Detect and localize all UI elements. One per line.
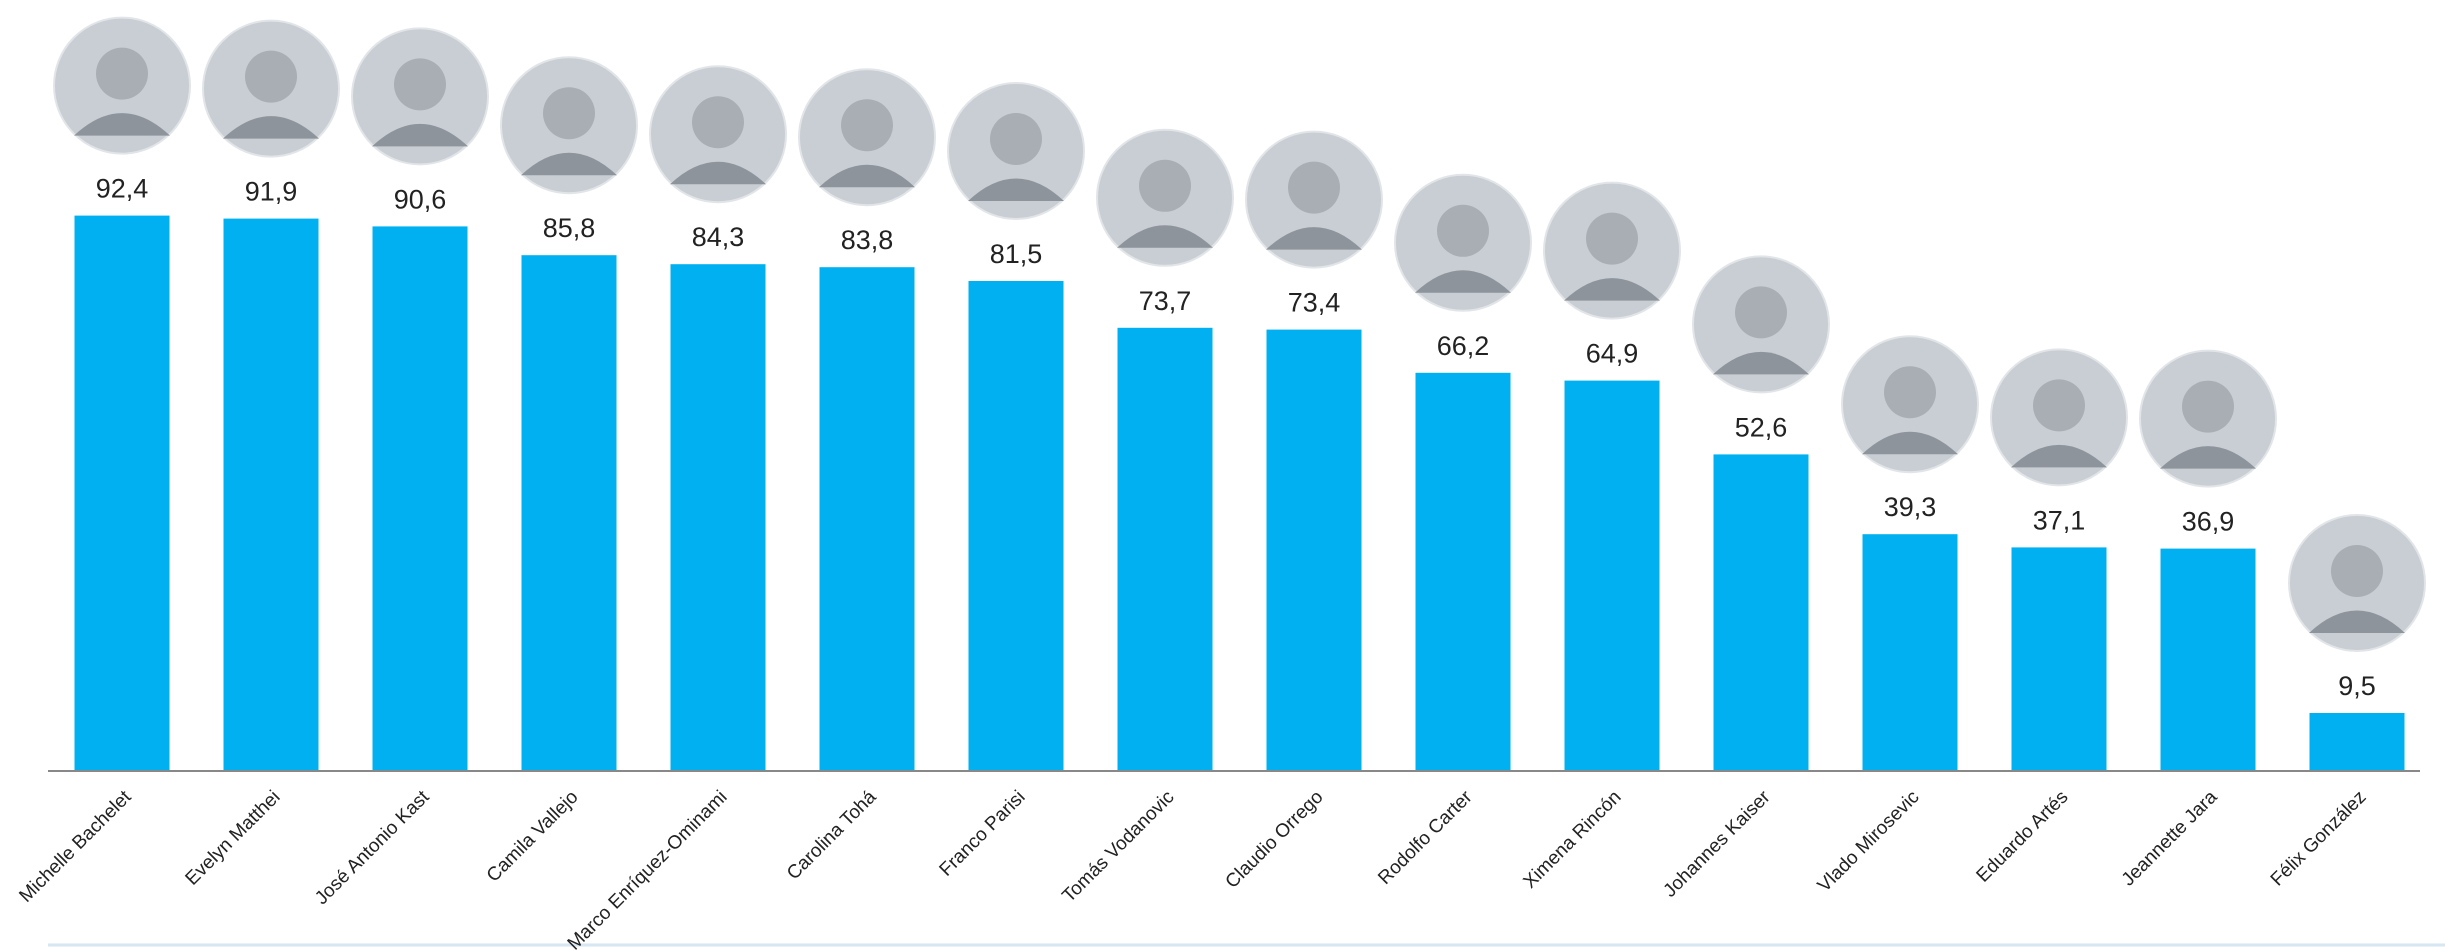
bar (670, 264, 766, 770)
bar (968, 281, 1064, 770)
value-label: 39,3 (1884, 492, 1937, 522)
bar (1713, 454, 1809, 770)
value-label: 84,3 (692, 222, 745, 252)
value-label: 73,7 (1139, 286, 1192, 316)
x-tick-label: Marco Enríquez-Ominami (564, 787, 732, 950)
bar (223, 218, 319, 771)
photo-shoulders (372, 123, 468, 147)
photo-head (1437, 204, 1489, 257)
x-tick-label: José Antonio Kast (311, 786, 434, 909)
x-tick-label: Camila Vallejo (483, 787, 583, 887)
bar (2160, 548, 2256, 770)
x-tick-label: Rodolfo Carter (1374, 786, 1477, 889)
x-tick-label: Franco Parisi (936, 787, 1030, 881)
value-label: 91,9 (245, 177, 298, 207)
photo-head (692, 96, 744, 149)
photo-head (990, 113, 1042, 165)
photo-head (543, 87, 595, 140)
value-label: 9,5 (2338, 671, 2376, 701)
x-tick-label: Ximena Rincón (1520, 787, 1626, 893)
bar (1564, 380, 1660, 770)
photo-shoulders (1117, 225, 1213, 248)
photo-head (1139, 159, 1191, 212)
photo-head (2182, 380, 2234, 433)
photo-shoulders (2309, 610, 2405, 633)
photo-head (2331, 545, 2383, 597)
x-tick-label: Johannes Kaiser (1660, 786, 1775, 901)
value-label: 85,8 (543, 213, 596, 243)
bar (819, 267, 915, 770)
value-label: 81,5 (990, 239, 1043, 269)
photo-shoulders (2011, 444, 2107, 468)
photo-shoulders (1862, 431, 1958, 455)
bar (2309, 713, 2405, 770)
photo-head (96, 47, 148, 100)
photo-shoulders (670, 161, 766, 185)
photo-shoulders (1415, 270, 1511, 293)
bar (1415, 372, 1511, 770)
x-tick-label: Eduardo Artés (1973, 787, 2073, 887)
bar (74, 215, 170, 771)
photo-shoulders (1564, 278, 1660, 301)
value-label: 66,2 (1437, 331, 1490, 361)
photo-head (1884, 366, 1936, 419)
bar (1117, 327, 1213, 770)
photo-shoulders (1266, 227, 1362, 250)
value-label: 73,4 (1288, 288, 1341, 318)
photo-shoulders (223, 116, 319, 139)
bar (1862, 534, 1958, 770)
x-tick-label: Claudio Orrego (1222, 787, 1328, 893)
value-label: 64,9 (1586, 339, 1639, 369)
x-tick-label: Jeannette Jara (2118, 786, 2222, 890)
bar (1266, 329, 1362, 770)
value-label: 83,8 (841, 225, 894, 255)
photo-head (2033, 379, 2085, 432)
photo-head (1586, 212, 1638, 265)
value-label: 36,9 (2182, 507, 2235, 537)
x-tick-label: Evelyn Matthei (182, 787, 285, 890)
photo-shoulders (521, 152, 617, 176)
bar (521, 255, 617, 770)
photo-head (394, 58, 446, 111)
photo-shoulders (1713, 351, 1809, 375)
photo-shoulders (2160, 446, 2256, 469)
photo-shoulders (819, 164, 915, 188)
value-label: 37,1 (2033, 505, 2086, 535)
photo-head (245, 50, 297, 103)
photo-head (841, 99, 893, 152)
photo-head (1288, 161, 1340, 214)
photo-head (1735, 286, 1787, 339)
photo-shoulders (968, 178, 1064, 201)
x-tick-label: Félix González (2267, 787, 2371, 891)
x-tick-label: Tomás Vodanovic (1058, 787, 1178, 907)
x-tick-label: Vlado Mirosevic (1814, 787, 1924, 897)
value-label: 92,4 (96, 174, 149, 204)
value-label: 90,6 (394, 184, 447, 214)
bar (2011, 547, 2107, 770)
x-tick-label: Michelle Bachelet (15, 786, 136, 907)
photo-shoulders (74, 113, 170, 136)
bar (372, 226, 468, 770)
value-label: 52,6 (1735, 412, 1788, 442)
x-tick-label: Carolina Tohá (783, 786, 881, 884)
